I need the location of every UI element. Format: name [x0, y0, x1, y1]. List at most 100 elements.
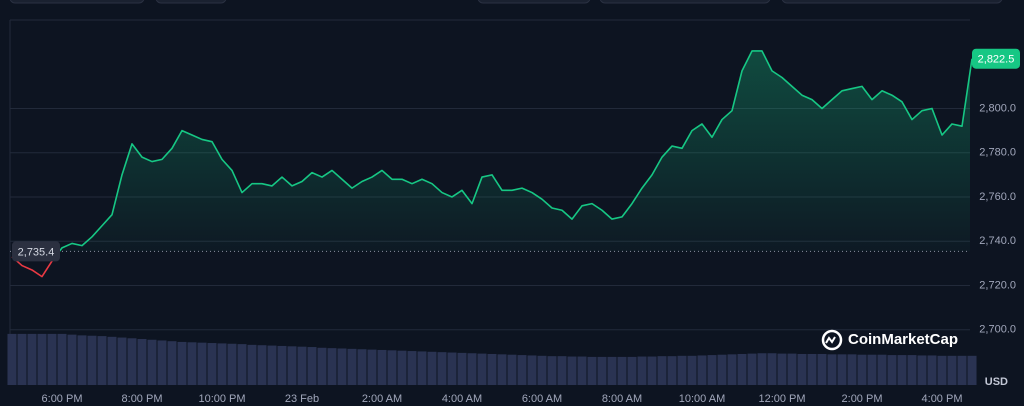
volume-bar	[267, 345, 277, 385]
watermark-logo	[825, 336, 836, 344]
volume-bar	[547, 356, 557, 385]
volume-bar	[637, 356, 647, 385]
reference-label: 2,735.4	[18, 246, 55, 258]
volume-bar	[727, 354, 737, 385]
volume-bar	[717, 354, 727, 385]
volume-bar	[317, 347, 327, 385]
volume-bar	[907, 355, 917, 385]
volume-bar	[137, 339, 147, 385]
volume-bar	[427, 351, 437, 385]
volume-bar	[627, 356, 637, 385]
volume-bar	[477, 353, 487, 385]
volume-bar	[777, 353, 787, 385]
volume-bar	[827, 354, 837, 385]
volume-bar	[817, 353, 827, 385]
x-tick-label: 2:00 PM	[842, 393, 883, 405]
volume-bar	[27, 333, 37, 385]
y-tick-label: 2,760.0	[979, 191, 1016, 203]
volume-bar	[507, 354, 517, 385]
volume-bar	[537, 355, 547, 385]
volume-bar	[757, 353, 767, 385]
volume-bar	[177, 341, 187, 385]
volume-bar	[447, 352, 457, 385]
volume-bar	[867, 354, 877, 385]
volume-bar	[297, 346, 307, 385]
volume-bar	[697, 355, 707, 385]
volume-bar	[497, 354, 507, 385]
volume-bar	[17, 333, 27, 385]
watermark: CoinMarketCap	[821, 329, 958, 351]
volume-bar	[737, 353, 747, 385]
volume-bar	[947, 355, 957, 385]
toolbar-button[interactable]	[9, 0, 145, 4]
volume-bar	[577, 356, 587, 385]
toolbar-button[interactable]	[781, 0, 1003, 4]
volume-bar	[117, 337, 127, 385]
volume-bar	[417, 351, 427, 385]
y-tick-label: 2,720.0	[979, 279, 1016, 291]
volume-bar	[887, 355, 897, 385]
y-tick-label: 2,800.0	[979, 102, 1016, 114]
volume-bar	[647, 356, 657, 385]
volume-bar	[197, 342, 207, 385]
watermark-text: CoinMarketCap	[848, 331, 958, 348]
toolbar-button[interactable]	[155, 0, 227, 4]
volume-bar	[397, 350, 407, 385]
x-tick-label: 12:00 PM	[758, 393, 805, 405]
volume-bar	[927, 355, 937, 385]
x-tick-label: 8:00 AM	[602, 393, 642, 405]
volume-bar	[527, 355, 537, 385]
volume-bar	[107, 336, 117, 385]
volume-bar	[407, 351, 417, 385]
reference-badge	[12, 241, 60, 262]
last-value-label: 2,822.5	[978, 54, 1015, 66]
volume-bar	[57, 333, 67, 385]
volume-bar	[517, 355, 527, 385]
volume-bar	[77, 335, 87, 385]
x-tick-label: 10:00 AM	[679, 393, 725, 405]
volume-bar	[187, 342, 197, 385]
x-tick-label: 2:00 AM	[362, 393, 402, 405]
x-tick-label: 4:00 AM	[442, 393, 482, 405]
volume-bar	[457, 352, 467, 385]
volume-bar	[147, 339, 157, 385]
volume-bar	[617, 356, 627, 385]
toolbar-button[interactable]	[477, 0, 591, 4]
volume-bar	[567, 356, 577, 385]
volume-bar	[157, 340, 167, 385]
plot-layer: 2,700.0 2,720.0 2,740.0 2,760.0 2,780.0 2,800…	[7, 48, 1020, 405]
volume-bar	[67, 334, 77, 385]
volume-bar	[587, 356, 597, 385]
volume-bar	[667, 356, 677, 385]
volume-bar	[347, 348, 357, 385]
volume-bar	[657, 356, 667, 385]
x-tick-label: 23 Feb	[285, 393, 319, 405]
volume-bar	[387, 350, 397, 385]
volume-bar	[357, 349, 367, 385]
volume-bar	[747, 353, 757, 385]
volume-bar	[377, 349, 387, 385]
volume-bar	[767, 353, 777, 385]
volume-bar	[37, 333, 47, 385]
x-tick-label: 8:00 PM	[122, 393, 163, 405]
volume-bar	[487, 353, 497, 385]
toolbar-button[interactable]	[599, 0, 771, 4]
volume-bar	[677, 355, 687, 385]
volume-bar	[437, 352, 447, 385]
volume-bar	[707, 355, 717, 385]
volume-bar	[597, 356, 607, 385]
volume-bar	[127, 338, 137, 385]
volume-bar	[807, 353, 817, 385]
volume-bar	[167, 341, 177, 385]
volume-bar	[247, 344, 257, 385]
volume-bar	[557, 356, 567, 385]
volume-bar	[957, 355, 967, 385]
y-unit: USD	[985, 376, 1008, 388]
volume-bar	[327, 348, 337, 385]
volume-bar	[217, 343, 227, 385]
y-tick-label: 2,740.0	[979, 235, 1016, 247]
price-line	[11, 50, 973, 278]
volume-bar	[797, 353, 807, 385]
price-area	[59, 50, 970, 252]
volume-bar	[847, 354, 857, 385]
